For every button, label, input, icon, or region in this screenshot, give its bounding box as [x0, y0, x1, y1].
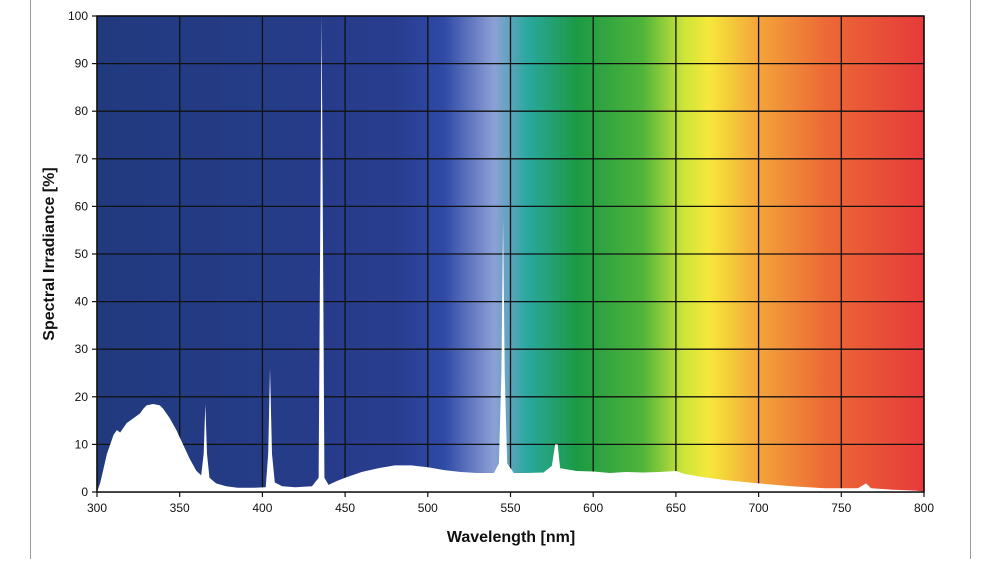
- y-tick-label: 0: [81, 485, 88, 499]
- frame-right-border: [970, 0, 971, 559]
- x-axis-label: Wavelength [nm]: [447, 529, 575, 546]
- y-tick-label: 50: [75, 247, 89, 261]
- y-tick-label: 80: [75, 104, 89, 118]
- x-tick-label: 650: [666, 501, 686, 515]
- irradiance-area: [97, 16, 924, 492]
- axis-ticks: 300 350 400 450 500 550 600 650 700 750 800 0 10 20 30…: [68, 9, 934, 515]
- y-tick-label: 60: [75, 199, 89, 213]
- y-tick-label: 10: [75, 437, 89, 451]
- y-tick-label: 20: [75, 390, 89, 404]
- y-tick-label: 70: [75, 152, 89, 166]
- x-tick-label: 300: [87, 501, 107, 515]
- x-tick-label: 500: [418, 501, 438, 515]
- x-tick-label: 750: [831, 501, 851, 515]
- y-tick-label: 100: [68, 9, 88, 23]
- y-tick-label: 30: [75, 342, 89, 356]
- y-tick-label: 90: [75, 57, 89, 71]
- x-tick-label: 450: [335, 501, 355, 515]
- x-tick-label: 400: [252, 501, 272, 515]
- y-tick-label: 40: [75, 295, 89, 309]
- y-axis-label: Spectral Irradiance [%]: [41, 167, 58, 340]
- x-tick-label: 800: [914, 501, 934, 515]
- x-tick-label: 700: [749, 501, 769, 515]
- frame-left-border: [30, 0, 31, 559]
- x-tick-label: 350: [170, 501, 190, 515]
- x-tick-label: 600: [583, 501, 603, 515]
- x-tick-label: 550: [500, 501, 520, 515]
